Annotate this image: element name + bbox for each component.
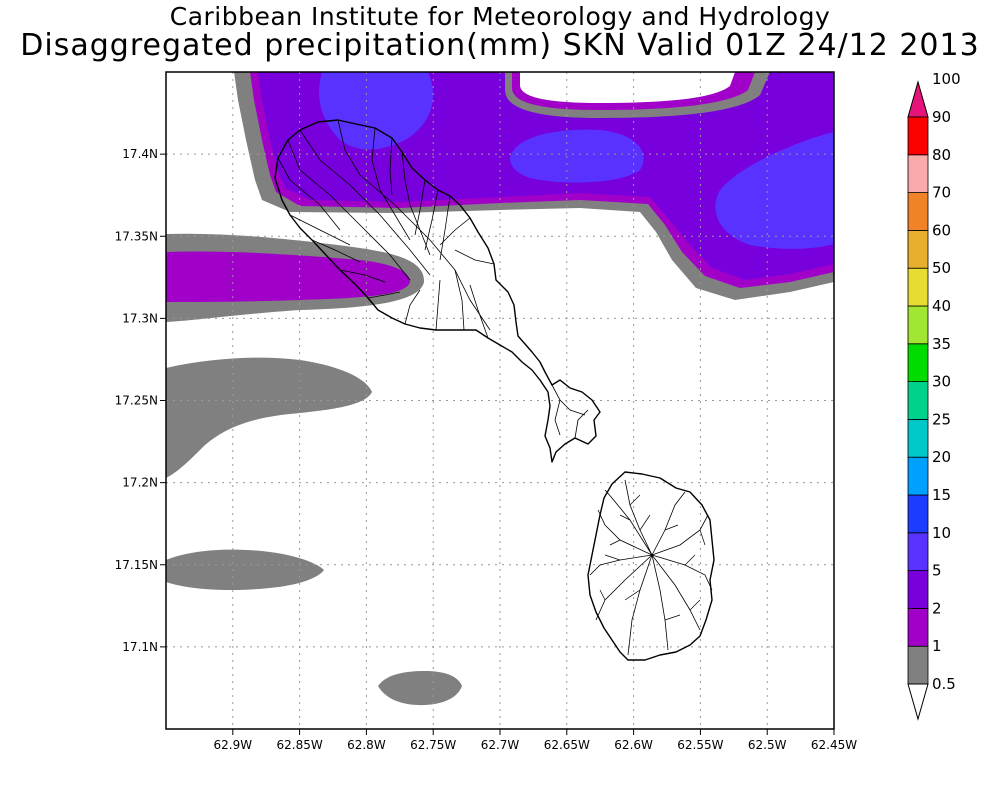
- colorbar-swatch-9: [907, 305, 929, 345]
- colorbar-swatch-14: [907, 116, 929, 156]
- y-tick-label-5: 17.15N: [115, 558, 158, 572]
- colorbar-label-2: 2: [932, 599, 942, 617]
- y-tick-label-6: 17.1N: [122, 640, 158, 654]
- x-tick-label-9: 62.45W: [811, 738, 857, 752]
- colorbar-label-15: 90: [932, 108, 951, 126]
- x-tick-label-5: 62.65W: [544, 738, 590, 752]
- colorbar-label-1: 1: [932, 637, 942, 655]
- y-axis-ticks: 17.4N 17.35N 17.3N 17.25N 17.2N 17.15N 17.1N: [115, 147, 166, 654]
- island-st-kitts: [274, 119, 601, 463]
- colorbar-label-5: 15: [932, 486, 951, 504]
- colorbar-top-arrow: [907, 80, 929, 118]
- colorbar-label-8: 30: [932, 373, 951, 391]
- precip-contour-blue-3: [715, 132, 834, 249]
- colorbar-swatch-8: [907, 343, 929, 382]
- colorbar-label-0: 0.5: [932, 675, 956, 693]
- y-tick-label-3: 17.25N: [115, 394, 158, 408]
- colorbar-swatch-6: [907, 418, 929, 458]
- colorbar-label-9: 35: [932, 335, 951, 353]
- y-tick-label-2: 17.3N: [122, 311, 158, 325]
- x-tick-label-1: 62.85W: [276, 738, 322, 752]
- colorbar-label-13: 70: [932, 184, 951, 202]
- colorbar-label-12: 60: [932, 221, 951, 239]
- precip-contour-magenta-west: [166, 251, 410, 302]
- x-tick-label-2: 62.8W: [347, 738, 386, 752]
- colorbar-label-16: 100: [932, 70, 961, 88]
- colorbar-label-10: 40: [932, 297, 951, 315]
- precip-contour-blue-2: [510, 129, 644, 183]
- colorbar-label-11: 50: [932, 259, 951, 277]
- colorbar-swatch-10: [907, 267, 929, 307]
- y-tick-label-4: 17.2N: [122, 476, 158, 490]
- island-nevis: [587, 471, 715, 661]
- x-axis-ticks: 62.9W 62.85W 62.8W 62.75W 62.7W 62.65W 62.6W 62…: [214, 729, 857, 752]
- colorbar-swatch-11: [907, 229, 929, 269]
- precip-contour-blue-1: [319, 72, 434, 150]
- colorbar-swatch-4: [907, 494, 929, 534]
- precip-field: [166, 72, 834, 706]
- colorbar-bottom-arrow: [907, 683, 929, 721]
- y-tick-label-1: 17.35N: [115, 229, 158, 243]
- colorbar-label-14: 80: [932, 146, 951, 164]
- precip-contour-gray-sw1: [166, 357, 372, 478]
- x-tick-label-3: 62.75W: [410, 738, 456, 752]
- chart-title: Caribbean Institute for Meteorology and …: [169, 2, 831, 31]
- colorbar-label-3: 5: [932, 562, 942, 580]
- colorbar-swatch-1: [907, 608, 929, 647]
- colorbar-swatch-3: [907, 532, 929, 571]
- x-tick-label-7: 62.55W: [677, 738, 723, 752]
- y-tick-label-0: 17.4N: [122, 147, 158, 161]
- colorbar-label-7: 25: [932, 410, 951, 428]
- x-tick-label-6: 62.6W: [614, 738, 653, 752]
- colorbar-swatch-12: [907, 192, 929, 231]
- precip-hole-white: [520, 72, 735, 103]
- colorbar-swatch-13: [907, 154, 929, 194]
- colorbar-swatch-7: [907, 381, 929, 420]
- colorbar-swatch-0: [907, 645, 929, 685]
- x-tick-label-0: 62.9W: [214, 738, 253, 752]
- map-gridlines: [166, 72, 834, 729]
- colorbar-swatch-5: [907, 456, 929, 496]
- colorbar-label-4: 10: [932, 524, 951, 542]
- colorbar-label-6: 20: [932, 448, 951, 466]
- x-tick-label-4: 62.7W: [481, 738, 520, 752]
- colorbar-swatch-2: [907, 570, 929, 609]
- chart-subtitle: Disaggregated precipitation(mm) SKN Vali…: [20, 28, 980, 63]
- x-tick-label-8: 62.5W: [748, 738, 787, 752]
- precip-contour-gray-sw3: [378, 671, 462, 706]
- precip-contour-gray-sw2: [166, 549, 324, 590]
